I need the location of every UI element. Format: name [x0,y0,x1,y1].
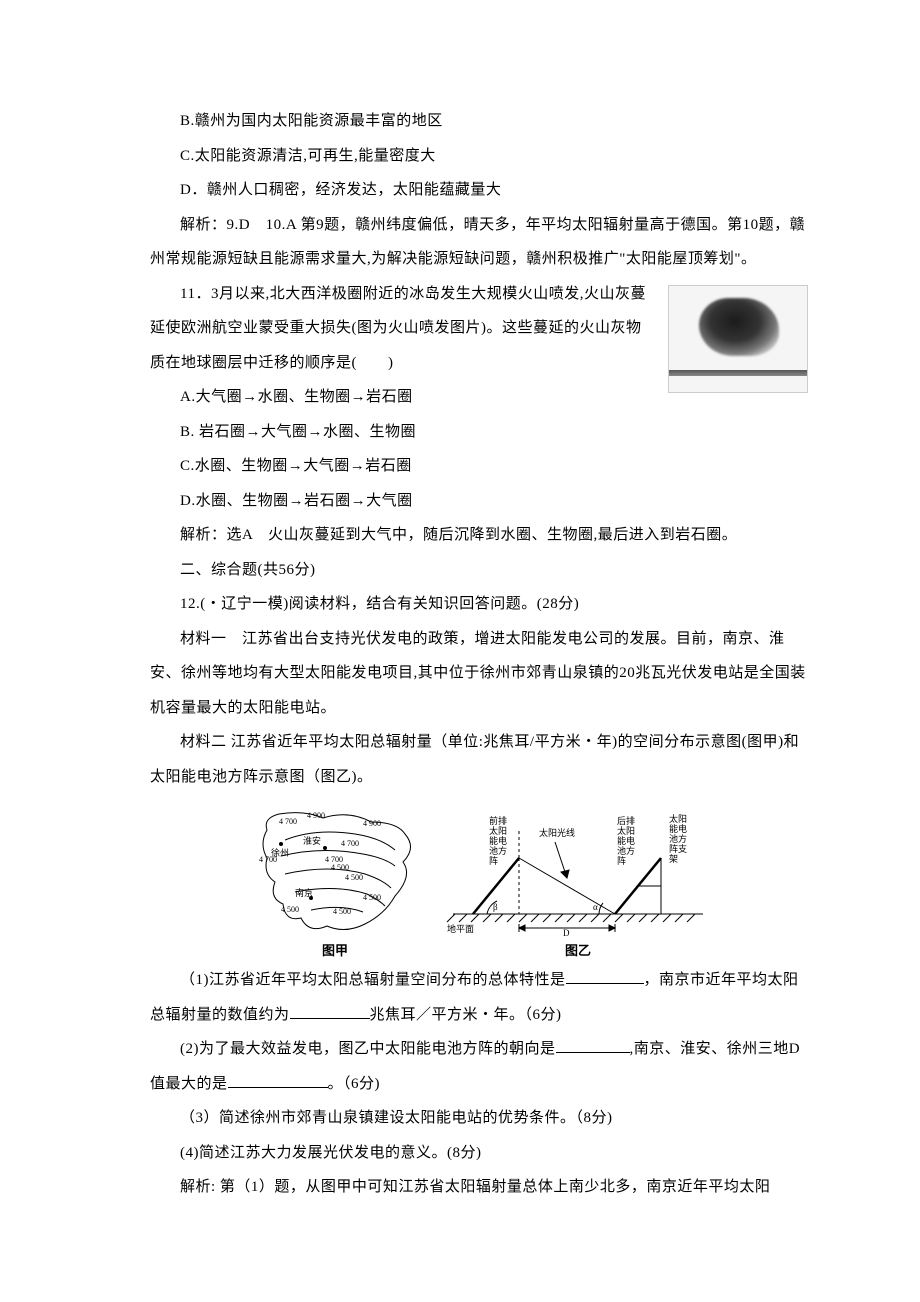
q12-sub1-c: 兆焦耳／平方米・年。（6分) [370,1007,562,1023]
city-huaian: 淮安 [303,835,321,846]
label-d: D [563,928,570,938]
figure-a-caption: 图甲 [322,940,348,959]
analysis-9-10: 解析：9.D 10.A 第9题，赣州纬度偏低，晴天多，年平均太阳辐射量高于德国。… [150,208,808,277]
svg-text:架: 架 [669,854,678,864]
svg-text:池方: 池方 [489,845,507,856]
q12-sub2-a: (2)为了最大效益发电，图乙中太阳能电池方阵的朝向是 [180,1041,556,1057]
blank [556,1052,630,1053]
contour-label: 4 500 [281,905,299,914]
contour-label: 4 700 [341,839,359,848]
q11-analysis: 解析：选A 火山灰蔓延到大气中，随后沉降到水圈、生物圈,最后进入到岩石圈。 [150,518,808,553]
q12-sub2: (2)为了最大效益发电，图乙中太阳能电池方阵的朝向是,南京、淮安、徐州三地D值最… [150,1032,808,1101]
q12-sub1: （1)江苏省近年平均太阳总辐射量空间分布的总体特性是，南京市近年平均太阳总辐射量… [150,963,808,1032]
figure-b-panel: 前排 太阳能电 池方阵 太阳光线 后排 太阳能电 池方阵 太阳 能电池方 阵支架… [443,804,713,938]
label-ground: 地平面 [447,923,474,934]
label-sunray: 太阳光线 [539,827,575,838]
q12-lead: 12.(・辽宁一模)阅读材料，结合有关知识回答问题。(28分) [150,587,808,622]
contour-label: 4 900 [363,819,381,828]
svg-text:阵支: 阵支 [669,843,687,854]
svg-text:池方: 池方 [669,833,687,844]
section-2-header: 二、综合题(共56分) [150,553,808,588]
label-front-panel: 前排 [489,815,507,826]
q11-option-b: B. 岩石圈→大气圈→水圈、生物圈 [150,415,808,450]
blank [290,1018,370,1019]
contour-label: 4 500 [363,893,381,902]
q11-option-c: C.水圈、生物圈→大气圈→岩石圈 [150,449,808,484]
volcano-photo [668,285,808,393]
q12-material-2: 材料二 江苏省近年平均太阳总辐射量（单位:兆焦耳/平方米・年)的空间分布示意图(… [150,725,808,794]
q12-analysis: 解析: 第（1）题，从图甲中可知江苏省太阳辐射量总体上南少北多，南京近年平均太阳 [150,1170,808,1205]
q12-sub3: （3）简述徐州市郊青山泉镇建设太阳能电站的优势条件。（8分) [150,1101,808,1136]
q12-sub1-a: （1)江苏省近年平均太阳总辐射量空间分布的总体特性是 [180,972,566,988]
contour-label: 4 900 [307,811,325,820]
svg-text:能电: 能电 [617,835,635,846]
blank [566,983,644,984]
blank [228,1087,328,1088]
svg-text:能电: 能电 [489,835,507,846]
svg-text:太阳: 太阳 [489,825,507,836]
contour-label: 4 700 [279,817,297,826]
label-alpha: α [593,902,598,912]
contour-label: 4 500 [331,863,349,872]
city-xuzhou: 徐州 [271,847,289,858]
figure-b-caption: 图乙 [565,940,591,959]
label-beta: β [493,902,498,912]
svg-text:阵: 阵 [617,855,626,866]
figure-a-map: 4 700 4 900 4 900 4 700 4 700 4 700 4 50… [245,804,425,938]
option-c: C.太阳能资源清洁,可再生,能量密度大 [150,139,808,174]
q12-sub2-c: 。（6分) [328,1076,381,1092]
label-rack: 太阳 [669,813,687,824]
q11-option-d: D.水圈、生物圈→岩石圈→大气圈 [150,484,808,519]
svg-text:阵: 阵 [489,855,498,866]
svg-text:太阳: 太阳 [617,825,635,836]
label-back-panel: 后排 [617,815,635,826]
svg-text:能电: 能电 [669,823,687,834]
figure-row: 4 700 4 900 4 900 4 700 4 700 4 700 4 50… [150,804,808,959]
contour-label: 4 500 [345,873,363,882]
contour-label: 4 500 [333,907,351,916]
q12-material-1: 材料一 江苏省出台支持光伏发电的政策，增进太阳能发电公司的发展。目前，南京、淮安… [150,622,808,726]
q12-sub4: (4)简述江苏大力发展光伏发电的意义。(8分) [150,1136,808,1171]
city-nanjing: 南京 [295,887,313,898]
svg-text:池方: 池方 [617,845,635,856]
option-b: B.赣州为国内太阳能资源最丰富的地区 [150,104,808,139]
option-d: D．赣州人口稠密，经济发达，太阳能蕴藏量大 [150,173,808,208]
